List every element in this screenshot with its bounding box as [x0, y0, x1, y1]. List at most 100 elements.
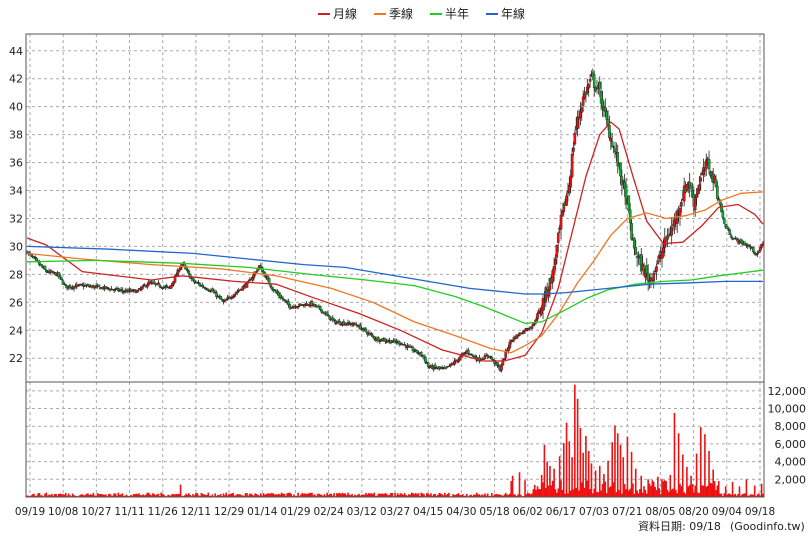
- volume-bar: [250, 493, 252, 497]
- volume-bar: [142, 494, 145, 497]
- candle-body: [187, 270, 191, 274]
- volume-bar: [369, 493, 371, 497]
- candle-body: [159, 286, 163, 289]
- volume-bar: [176, 494, 179, 497]
- volume-bar: [74, 495, 77, 497]
- volume-bar: [460, 495, 463, 497]
- price-tick-label: 30: [9, 240, 23, 253]
- volume-tick-label: 12,000: [768, 385, 807, 398]
- candle-body: [354, 323, 358, 326]
- candle-body: [471, 354, 474, 356]
- candle-body: [201, 284, 204, 288]
- volume-bar: [383, 494, 385, 497]
- volume-bar: [269, 493, 272, 497]
- volume-bar: [318, 493, 320, 497]
- volume-bar: [53, 493, 56, 497]
- candle-body: [598, 82, 602, 89]
- volume-bar: [308, 493, 311, 497]
- candle-body: [444, 367, 448, 369]
- volume-bar: [179, 484, 182, 497]
- volume-bar: [596, 491, 598, 497]
- candle-body: [299, 304, 303, 306]
- volume-bar: [352, 495, 355, 497]
- volume-bar: [217, 494, 219, 497]
- candle-body: [753, 251, 756, 254]
- volume-bar: [221, 495, 223, 497]
- volume-bar: [111, 495, 114, 497]
- volume-bar: [479, 495, 482, 497]
- volume-bar: [720, 493, 723, 497]
- volume-bar: [110, 495, 113, 497]
- candle-body: [40, 264, 44, 268]
- candle-body: [490, 356, 494, 360]
- volume-bar: [731, 481, 734, 497]
- volume-bar: [304, 493, 306, 497]
- volume-bar: [536, 486, 539, 497]
- volume-bar: [603, 474, 605, 497]
- volume-bar: [474, 494, 477, 497]
- candle-body: [483, 355, 487, 360]
- volume-bar: [226, 495, 229, 497]
- volume-bar: [71, 493, 74, 497]
- price-tick-label: 34: [9, 185, 23, 198]
- candle-body: [287, 301, 290, 306]
- volume-bar: [468, 495, 471, 497]
- volume-bar: [481, 494, 483, 497]
- candle-body: [296, 305, 300, 308]
- candle-body: [552, 266, 556, 274]
- candle-body: [703, 169, 707, 171]
- volume-tick-label: 6,000: [775, 438, 807, 451]
- volume-bar: [695, 453, 698, 497]
- volume-bar: [46, 495, 49, 497]
- volume-bar: [171, 493, 174, 497]
- volume-bar: [206, 495, 208, 497]
- volume-bar: [247, 495, 250, 497]
- volume-bar: [146, 492, 149, 497]
- candle-body: [630, 223, 633, 240]
- volume-bar: [255, 494, 258, 497]
- moving-averages: [26, 121, 764, 362]
- candle-body: [332, 319, 336, 321]
- candle-body: [233, 294, 236, 297]
- price-tick-label: 28: [9, 268, 23, 281]
- candle-body: [38, 262, 41, 266]
- candle-body: [411, 347, 415, 352]
- volume-bar: [471, 495, 474, 497]
- volume-bar: [235, 495, 237, 497]
- volume-bar: [612, 482, 615, 497]
- volume-bar: [261, 495, 263, 497]
- volume-bar: [550, 485, 553, 497]
- candle-body: [570, 153, 574, 178]
- volume-bar: [161, 493, 164, 497]
- volume-bar: [741, 494, 744, 497]
- volume-bar: [167, 494, 169, 497]
- volume-bar: [186, 494, 189, 497]
- volume-bar: [408, 494, 410, 497]
- candle-body: [714, 179, 718, 187]
- volume-bar: [276, 494, 279, 497]
- candle-body: [666, 235, 669, 240]
- volume-bar: [445, 495, 447, 497]
- volume-bar: [492, 495, 495, 497]
- candle-body: [592, 74, 596, 88]
- volume-bar: [385, 493, 388, 497]
- volume-bar: [456, 493, 459, 497]
- candle-body: [255, 271, 258, 273]
- candle-body: [572, 147, 575, 152]
- candle-body: [43, 266, 47, 270]
- price-tick-label: 40: [9, 101, 23, 114]
- candle-body: [695, 194, 698, 198]
- volume-bar: [313, 494, 316, 497]
- volume-bar: [66, 495, 68, 497]
- volume-bar: [262, 493, 265, 497]
- volume-bar: [533, 484, 536, 497]
- volume-bar: [403, 493, 406, 497]
- volume-bar: [41, 495, 44, 497]
- ma-line-2: [26, 259, 764, 324]
- volume-bar: [713, 481, 716, 497]
- volume-bar: [431, 495, 434, 497]
- volume-bar: [477, 494, 479, 497]
- volume-bar: [540, 474, 543, 497]
- volume-bar: [359, 495, 362, 497]
- candle-body: [267, 278, 271, 284]
